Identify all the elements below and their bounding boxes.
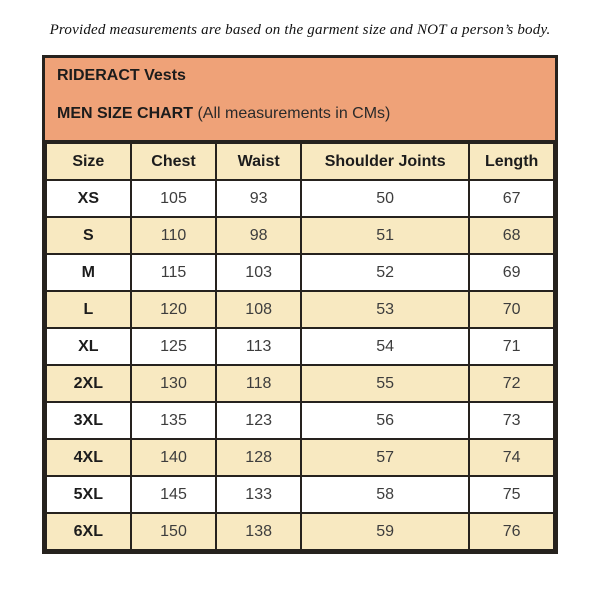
measurement-value: 68 xyxy=(468,216,555,255)
chart-subtitle-note: (All measurements in CMs) xyxy=(193,105,391,122)
measurement-value: 53 xyxy=(299,290,471,329)
column-header-waist: Waist xyxy=(215,142,302,181)
table-row-l: L 120 108 53 70 xyxy=(45,290,555,329)
measurement-value: 75 xyxy=(468,475,555,514)
disclaimer-text: Provided measurements are based on the g… xyxy=(49,22,551,38)
size-chart-title-banner: RIDERACT Vests MEN SIZE CHART (All measu… xyxy=(45,58,555,142)
size-label: M xyxy=(45,253,132,292)
measurement-value: 69 xyxy=(468,253,555,292)
table-row-2xl: 2XL 130 118 55 72 xyxy=(45,364,555,403)
measurement-value: 120 xyxy=(129,290,218,329)
measurement-value: 130 xyxy=(129,364,218,403)
measurement-value: 125 xyxy=(129,327,218,366)
size-label: 3XL xyxy=(45,401,132,440)
measurement-value: 59 xyxy=(299,512,471,551)
measurement-value: 93 xyxy=(215,179,302,218)
measurement-value: 70 xyxy=(468,290,555,329)
table-row-m: M 115 103 52 69 xyxy=(45,253,555,292)
table-row-6xl: 6XL 150 138 59 76 xyxy=(45,512,555,551)
measurement-value: 105 xyxy=(129,179,218,218)
size-label: 4XL xyxy=(45,438,132,477)
table-row-5xl: 5XL 145 133 58 75 xyxy=(45,475,555,514)
measurement-value: 58 xyxy=(299,475,471,514)
measurement-value: 76 xyxy=(468,512,555,551)
measurement-value: 72 xyxy=(468,364,555,403)
table-row-xl: XL 125 113 54 71 xyxy=(45,327,555,366)
measurement-value: 108 xyxy=(215,290,302,329)
table-row-3xl: 3XL 135 123 56 73 xyxy=(45,401,555,440)
measurement-value: 113 xyxy=(215,327,302,366)
measurement-value: 150 xyxy=(129,512,218,551)
measurement-value: 57 xyxy=(299,438,471,477)
size-chart: RIDERACT Vests MEN SIZE CHART (All measu… xyxy=(42,55,558,554)
size-label: 5XL xyxy=(45,475,132,514)
measurement-value: 128 xyxy=(215,438,302,477)
measurement-value: 118 xyxy=(215,364,302,403)
column-header-shoulder: Shoulder Joints xyxy=(299,142,471,181)
measurement-value: 73 xyxy=(468,401,555,440)
column-header-chest: Chest xyxy=(129,142,218,181)
measurement-value: 140 xyxy=(129,438,218,477)
measurement-value: 145 xyxy=(129,475,218,514)
measurement-value: 52 xyxy=(299,253,471,292)
table-header-row: Size Chest Waist Shoulder Joints Length xyxy=(45,142,555,181)
size-label: S xyxy=(45,216,132,255)
table-row-xs: XS 105 93 50 67 xyxy=(45,179,555,218)
size-label: 2XL xyxy=(45,364,132,403)
measurement-value: 54 xyxy=(299,327,471,366)
column-header-length: Length xyxy=(468,142,555,181)
size-label: 6XL xyxy=(45,512,132,551)
measurement-value: 115 xyxy=(129,253,218,292)
measurement-value: 98 xyxy=(215,216,302,255)
measurement-value: 50 xyxy=(299,179,471,218)
column-header-size: Size xyxy=(45,142,132,181)
chart-subtitle: MEN SIZE CHART (All measurements in CMs) xyxy=(57,105,543,123)
measurement-value: 135 xyxy=(129,401,218,440)
chart-subtitle-main: MEN SIZE CHART xyxy=(57,105,193,122)
table-row-4xl: 4XL 140 128 57 74 xyxy=(45,438,555,477)
measurement-value: 110 xyxy=(129,216,218,255)
measurement-value: 56 xyxy=(299,401,471,440)
size-label: XS xyxy=(45,179,132,218)
measurement-value: 67 xyxy=(468,179,555,218)
brand-title: RIDERACT Vests xyxy=(57,67,186,84)
measurement-value: 133 xyxy=(215,475,302,514)
size-label: XL xyxy=(45,327,132,366)
measurements-table: Size Chest Waist Shoulder Joints Length … xyxy=(45,142,555,551)
measurement-value: 51 xyxy=(299,216,471,255)
measurement-value: 138 xyxy=(215,512,302,551)
measurement-value: 103 xyxy=(215,253,302,292)
measurement-value: 55 xyxy=(299,364,471,403)
measurement-value: 123 xyxy=(215,401,302,440)
size-label: L xyxy=(45,290,132,329)
table-row-s: S 110 98 51 68 xyxy=(45,216,555,255)
measurement-value: 74 xyxy=(468,438,555,477)
measurement-value: 71 xyxy=(468,327,555,366)
